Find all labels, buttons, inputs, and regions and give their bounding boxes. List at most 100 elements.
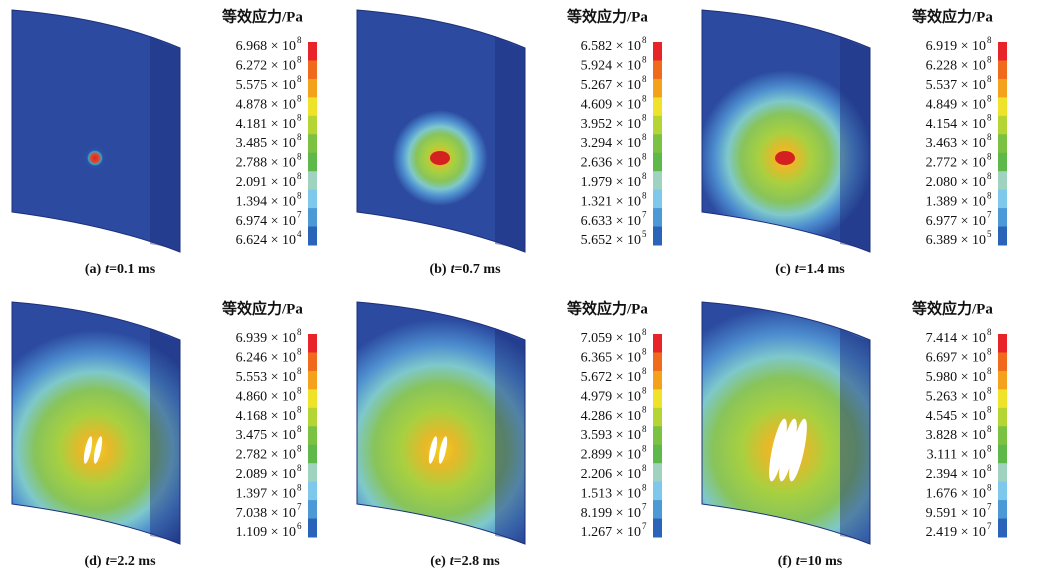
colorbar-band <box>653 227 662 246</box>
legend-exponent: 8 <box>987 171 992 181</box>
legend-label: 2.636 × 10 <box>581 156 641 171</box>
legend-exponent: 7 <box>987 521 992 531</box>
colorbar-band <box>653 334 662 353</box>
colorbar-band <box>653 408 662 427</box>
legend-exponent: 8 <box>642 151 647 161</box>
legend-exponent: 8 <box>297 463 302 473</box>
legend-label: 5.267 × 10 <box>581 78 641 93</box>
panel: 等效应力/Pa6.919 × 1086.228 × 1085.537 × 108… <box>702 7 1007 277</box>
colorbar-band <box>998 371 1007 390</box>
colorbar-band <box>998 463 1007 482</box>
legend-label: 5.924 × 10 <box>581 59 641 74</box>
colorbar-band <box>308 60 317 79</box>
legend-label: 7.414 × 10 <box>926 331 986 346</box>
legend-label: 4.286 × 10 <box>581 409 641 424</box>
legend-exponent: 8 <box>297 385 302 395</box>
legend-exponent: 8 <box>642 463 647 473</box>
legend-label: 2.788 × 10 <box>236 156 296 171</box>
legend-exponent: 5 <box>642 229 647 239</box>
legend-exponent: 8 <box>642 171 647 181</box>
legend-exponent: 8 <box>987 346 992 356</box>
plate-shade <box>150 328 180 544</box>
caption: (b)t=0.7 ms <box>429 262 501 277</box>
legend-label: 4.849 × 10 <box>926 97 986 112</box>
legend-label: 6.939 × 10 <box>236 331 296 346</box>
legend-exponent: 5 <box>987 229 992 239</box>
legend-exponent: 8 <box>297 93 302 103</box>
legend-exponent: 8 <box>987 405 992 415</box>
caption-letter: (b) <box>429 262 446 277</box>
legend-exponent: 8 <box>297 443 302 453</box>
colorbar-band <box>308 42 317 61</box>
legend-label: 2.899 × 10 <box>581 448 641 463</box>
panel: 等效应力/Pa6.582 × 1085.924 × 1085.267 × 108… <box>357 7 662 277</box>
legend-exponent: 8 <box>297 35 302 45</box>
plate-shade <box>840 36 870 252</box>
colorbar-band <box>308 463 317 482</box>
legend-label: 6.365 × 10 <box>581 351 641 366</box>
colorbar-band <box>998 97 1007 116</box>
legend-label: 5.672 × 10 <box>581 370 641 385</box>
colorbar-band <box>653 426 662 445</box>
colorbar-band <box>998 482 1007 501</box>
legend-exponent: 8 <box>642 93 647 103</box>
colorbar-band <box>308 445 317 464</box>
caption: (c)t=1.4 ms <box>775 262 845 277</box>
legend-label: 6.246 × 10 <box>236 351 296 366</box>
plate-shade <box>495 328 525 544</box>
colorbar-band <box>653 153 662 172</box>
legend-label: 4.181 × 10 <box>236 117 296 132</box>
caption-letter: (c) <box>775 262 791 277</box>
colorbar-band <box>653 371 662 390</box>
legend-label: 4.545 × 10 <box>926 409 986 424</box>
colorbar-band <box>308 500 317 519</box>
legend-exponent: 8 <box>642 327 647 337</box>
caption-rest: =0.7 ms <box>454 262 501 277</box>
legend-label: 1.267 × 10 <box>581 525 641 540</box>
legend-exponent: 7 <box>987 210 992 220</box>
legend-label: 4.609 × 10 <box>581 97 641 112</box>
legend-exponent: 8 <box>987 327 992 337</box>
legend-label: 3.294 × 10 <box>581 136 641 151</box>
legend-label: 5.980 × 10 <box>926 370 986 385</box>
legend-exponent: 8 <box>297 482 302 492</box>
legend-exponent: 8 <box>987 424 992 434</box>
legend-exponent: 8 <box>297 151 302 161</box>
legend-exponent: 8 <box>642 35 647 45</box>
legend-label: 6.977 × 10 <box>926 214 986 229</box>
colorbar-band <box>653 463 662 482</box>
legend-exponent: 8 <box>987 54 992 64</box>
legend-exponent: 8 <box>642 424 647 434</box>
legend-title: 等效应力/Pa <box>912 7 993 25</box>
colorbar-band <box>998 389 1007 408</box>
colorbar-band <box>308 190 317 209</box>
legend-label: 2.419 × 10 <box>926 525 986 540</box>
colorbar-band <box>308 482 317 501</box>
legend-exponent: 8 <box>297 132 302 142</box>
legend-exponent: 8 <box>987 151 992 161</box>
legend-exponent: 8 <box>642 346 647 356</box>
legend-exponent: 7 <box>297 210 302 220</box>
colorbar-band <box>653 500 662 519</box>
colorbar-band <box>653 519 662 538</box>
legend-label: 2.089 × 10 <box>236 467 296 482</box>
legend-exponent: 8 <box>987 463 992 473</box>
legend-label: 1.676 × 10 <box>926 486 986 501</box>
caption: (a)t=0.1 ms <box>85 262 156 277</box>
legend-label: 8.199 × 10 <box>581 506 641 521</box>
caption: (f)t=10 ms <box>778 554 843 569</box>
plate-shade <box>495 36 525 252</box>
legend-exponent: 8 <box>987 385 992 395</box>
legend-exponent: 4 <box>297 229 302 239</box>
legend-exponent: 8 <box>297 113 302 123</box>
colorbar-band <box>308 408 317 427</box>
colorbar-band <box>308 171 317 190</box>
legend-exponent: 8 <box>297 74 302 84</box>
colorbar-band <box>308 208 317 227</box>
colorbar-band <box>308 389 317 408</box>
legend-label: 6.582 × 10 <box>581 39 641 54</box>
colorbar-band <box>998 208 1007 227</box>
colorbar-band <box>653 134 662 153</box>
legend-label: 7.059 × 10 <box>581 331 641 346</box>
colorbar-band <box>308 519 317 538</box>
